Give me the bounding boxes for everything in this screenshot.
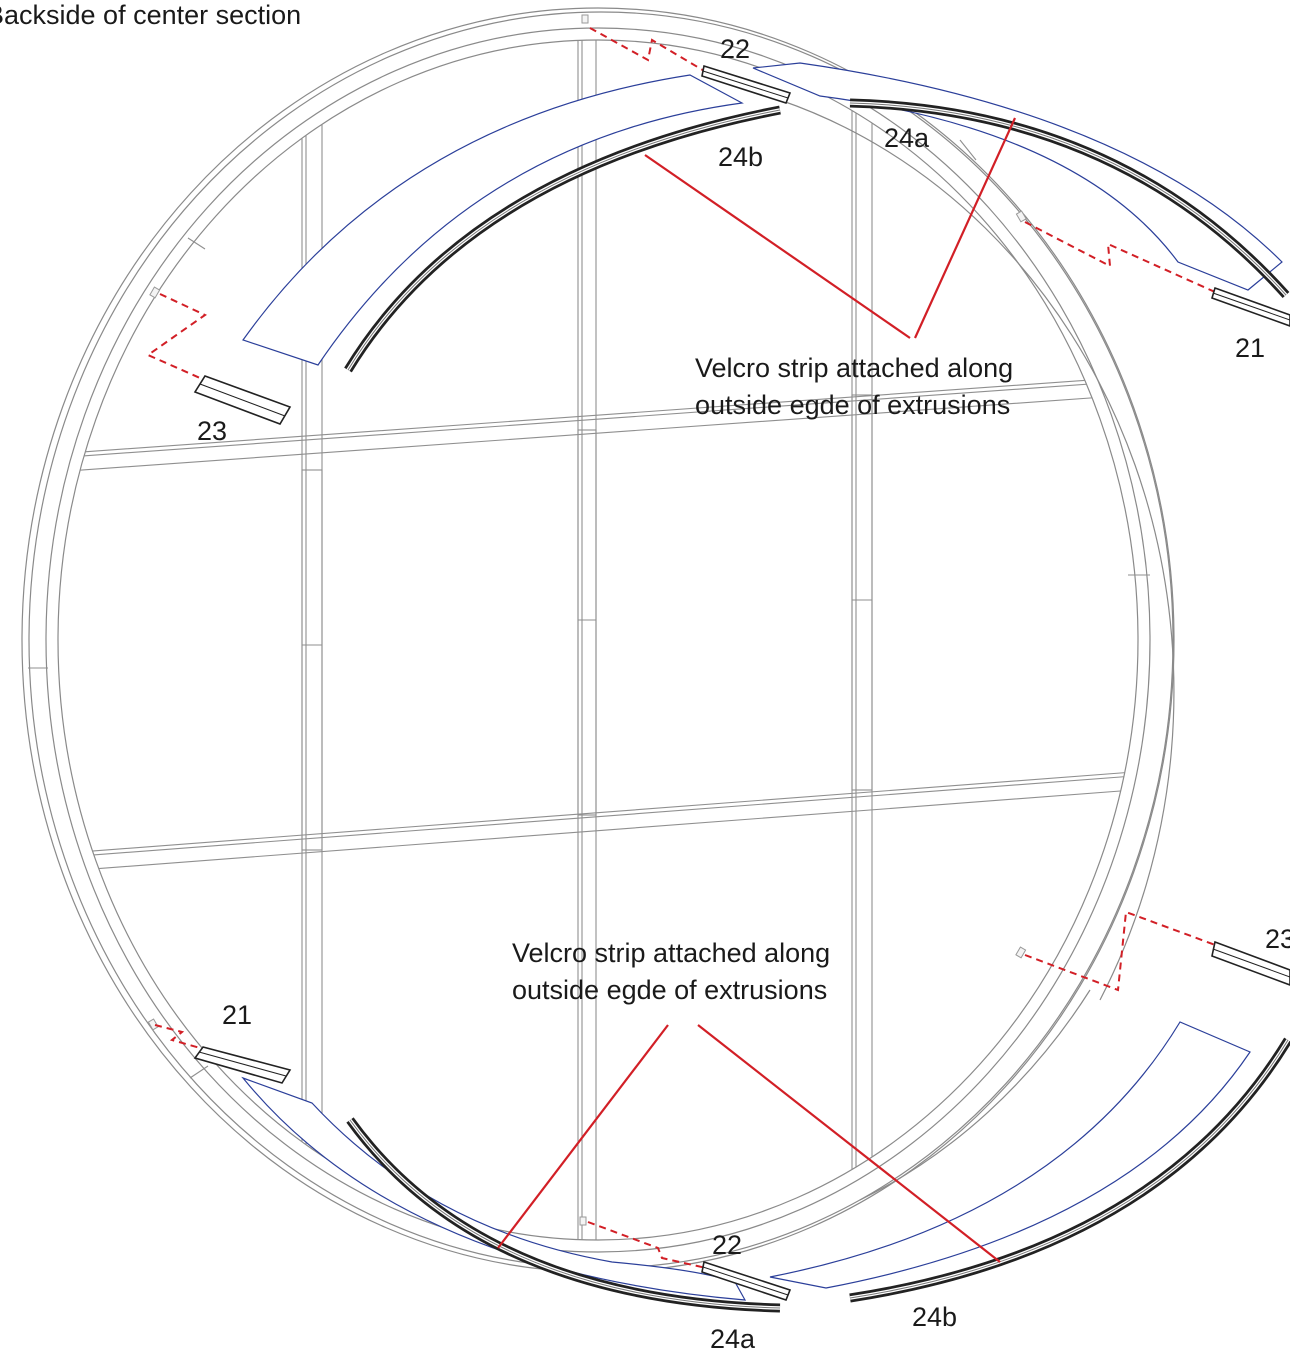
label-21-left: 21 bbox=[222, 1000, 252, 1030]
center-section-ring bbox=[21, 7, 1175, 1273]
extrusion-24b-bottom bbox=[849, 1037, 1290, 1303]
offset-ring-arcs bbox=[779, 99, 1175, 1201]
label-22-top: 22 bbox=[720, 34, 750, 64]
callout-top: Velcro strip attached along outside egde… bbox=[695, 353, 1013, 420]
label-24b-top: 24b bbox=[718, 142, 763, 172]
leader-bottom-left bbox=[497, 1024, 669, 1249]
part-21-right bbox=[1211, 286, 1290, 327]
part-21-left bbox=[193, 1046, 292, 1084]
label-21-right: 21 bbox=[1235, 333, 1265, 363]
callout-top-line1: Velcro strip attached along bbox=[695, 353, 1013, 383]
part-23-right bbox=[1211, 940, 1290, 986]
curved-extrusions bbox=[344, 98, 1290, 1313]
label-23-left: 23 bbox=[197, 416, 227, 446]
callout-bottom-line2: outside egde of extrusions bbox=[512, 975, 827, 1005]
part-22-top bbox=[701, 64, 792, 104]
extrusion-24a-top bbox=[849, 98, 1290, 299]
callout-bottom: Velcro strip attached along outside egde… bbox=[512, 938, 830, 1005]
assembly-dashed-paths bbox=[145, 27, 1219, 1269]
leader-lines bbox=[497, 117, 1017, 1263]
leader-top-right bbox=[913, 117, 1017, 339]
label-23-right: 23 bbox=[1265, 924, 1290, 954]
mounting-pins bbox=[147, 14, 1027, 1226]
velcro-strip-top-left bbox=[242, 74, 744, 366]
extrusion-24b-top bbox=[344, 105, 781, 373]
part-22-bottom bbox=[701, 1260, 792, 1301]
extrusion-24a-bottom bbox=[346, 1117, 781, 1313]
leader-top-left bbox=[644, 154, 911, 339]
velcro-strip-bottom-right bbox=[769, 1021, 1251, 1289]
callout-top-line2: outside egde of extrusions bbox=[695, 390, 1010, 420]
label-22-bottom: 22 bbox=[712, 1230, 742, 1260]
label-24a-top: 24a bbox=[884, 123, 930, 153]
label-24b-bottom: 24b bbox=[912, 1302, 957, 1332]
part-23-left bbox=[193, 375, 292, 425]
diagram-title: Backside of center section bbox=[0, 0, 301, 30]
velcro-strips bbox=[241, 62, 1283, 1301]
straight-parts bbox=[193, 64, 1290, 1301]
callout-bottom-line1: Velcro strip attached along bbox=[512, 938, 830, 968]
part-labels: 22 24a 24b 21 23 21 23 22 24a 24b bbox=[197, 34, 1290, 1354]
label-24a-bottom: 24a bbox=[710, 1324, 756, 1354]
leader-bottom-right bbox=[697, 1024, 1001, 1263]
velcro-strip-top-right bbox=[752, 62, 1283, 291]
